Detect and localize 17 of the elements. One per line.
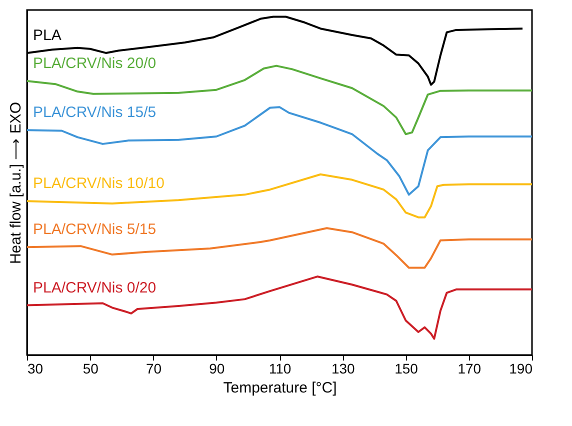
series-label: PLA/CRV/Nis 5/15 — [33, 221, 156, 238]
x-tick-label: 130 — [331, 360, 356, 376]
x-tick-label: 50 — [82, 360, 99, 376]
x-tick-label: 70 — [146, 360, 162, 376]
series-label: PLA/CRV/Nis 0/20 — [33, 279, 156, 296]
x-tick-label: 170 — [458, 360, 482, 376]
series-label: PLA/CRV/Nis 15/5 — [33, 104, 156, 122]
y-axis-title: Heat flow [a.u.] ⟶ EXO — [8, 102, 24, 264]
x-tick-label: 30 — [28, 360, 44, 376]
x-tick-label: 150 — [394, 360, 418, 376]
series-label: PLA/CRV/Nis 20/0 — [33, 55, 156, 72]
x-axis-title: Temperature [°C] — [223, 380, 337, 396]
series-label: PLA — [33, 26, 62, 44]
x-tick-label: 90 — [209, 360, 225, 376]
x-tick-label: 190 — [509, 360, 533, 376]
series-label: PLA/CRV/Nis 10/10 — [33, 175, 164, 192]
x-tick-label: 110 — [268, 360, 292, 376]
